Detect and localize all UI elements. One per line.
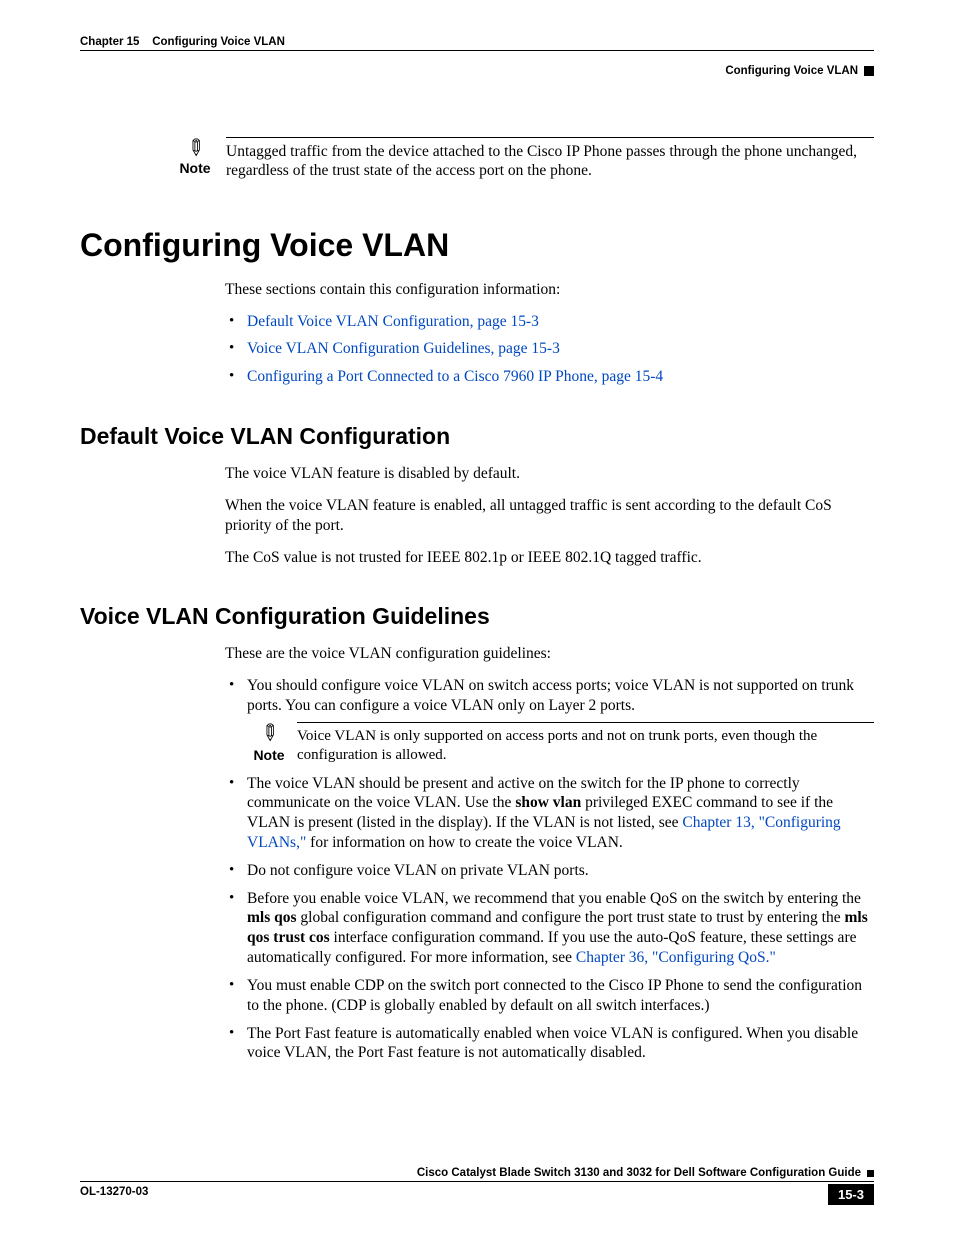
note-text: Voice VLAN is only supported on access p…	[297, 722, 874, 765]
guideline-5: You must enable CDP on the switch port c…	[247, 977, 862, 1014]
section1-p2: When the voice VLAN feature is enabled, …	[225, 496, 874, 536]
toc-item: Configuring a Port Connected to a Cisco …	[225, 367, 874, 387]
toc-link-3[interactable]: Configuring a Port Connected to a Cisco …	[247, 368, 663, 385]
guidelines-list: You should configure voice VLAN on switc…	[225, 676, 874, 1063]
toc-item: Voice VLAN Configuration Guidelines, pag…	[225, 339, 874, 359]
guideline-item: Before you enable voice VLAN, we recomme…	[225, 889, 874, 968]
guideline-4-cmd1: mls qos	[247, 909, 297, 926]
guideline-3: Do not configure voice VLAN on private V…	[247, 862, 589, 879]
header-right-row: Configuring Voice VLAN	[80, 65, 874, 77]
note-label: Note	[253, 747, 284, 763]
footer: Cisco Catalyst Blade Switch 3130 and 303…	[80, 1167, 874, 1205]
guideline-6: The Port Fast feature is automatically e…	[247, 1025, 858, 1062]
header-row: Chapter 15 Configuring Voice VLAN	[80, 36, 874, 50]
guideline-4-link[interactable]: Chapter 36, "Configuring QoS."	[576, 949, 776, 966]
guideline-1: You should configure voice VLAN on switc…	[247, 677, 854, 714]
header-rule	[80, 50, 874, 51]
chapter-title: Configuring Voice VLAN	[152, 36, 285, 48]
pencil-icon: ✎	[181, 134, 210, 163]
footer-doc-id: OL-13270-03	[80, 1186, 148, 1198]
guideline-item: The voice VLAN should be present and act…	[225, 774, 874, 853]
toc-item: Default Voice VLAN Configuration, page 1…	[225, 312, 874, 332]
guideline-item: The Port Fast feature is automatically e…	[225, 1024, 874, 1064]
section1-p3: The CoS value is not trusted for IEEE 80…	[225, 548, 874, 568]
toc-link-1[interactable]: Default Voice VLAN Configuration, page 1…	[247, 313, 539, 330]
toc-link-2[interactable]: Voice VLAN Configuration Guidelines, pag…	[247, 340, 560, 357]
note-icon-column: ✎ Note	[170, 137, 220, 178]
toc-list: Default Voice VLAN Configuration, page 1…	[225, 312, 874, 387]
guideline-4a: Before you enable voice VLAN, we recomme…	[247, 890, 861, 907]
guideline-2c: for information on how to create the voi…	[306, 834, 623, 851]
pencil-icon: ✎	[255, 719, 284, 748]
note-icon-column: ✎ Note	[247, 722, 291, 766]
chapter-label: Chapter 15	[80, 36, 139, 48]
footer-bar: OL-13270-03 15-3	[80, 1181, 874, 1205]
footer-guide-title: Cisco Catalyst Blade Switch 3130 and 303…	[417, 1167, 861, 1179]
header-left: Chapter 15 Configuring Voice VLAN	[80, 36, 285, 48]
inline-note: ✎ Note Voice VLAN is only supported on a…	[247, 722, 874, 766]
section2-intro: These are the voice VLAN configuration g…	[225, 644, 874, 664]
top-note: ✎ Note Untagged traffic from the device …	[170, 137, 874, 181]
guideline-2-cmd: show vlan	[515, 794, 581, 811]
note-label: Note	[179, 160, 210, 176]
guideline-item: You must enable CDP on the switch port c…	[225, 976, 874, 1016]
guideline-4b: global configuration command and configu…	[297, 909, 845, 926]
guideline-item: You should configure voice VLAN on switc…	[225, 676, 874, 765]
header-square-icon	[864, 66, 874, 76]
footer-square-icon	[867, 1170, 874, 1177]
guideline-item: Do not configure voice VLAN on private V…	[225, 861, 874, 881]
page-title: Configuring Voice VLAN	[80, 227, 874, 264]
section1-heading: Default Voice VLAN Configuration	[80, 423, 874, 450]
footer-page-num: 15-3	[828, 1184, 874, 1205]
header-section: Configuring Voice VLAN	[725, 65, 858, 77]
note-text: Untagged traffic from the device attache…	[226, 137, 874, 181]
section2-heading: Voice VLAN Configuration Guidelines	[80, 603, 874, 630]
section1-p1: The voice VLAN feature is disabled by de…	[225, 464, 874, 484]
footer-title-row: Cisco Catalyst Blade Switch 3130 and 303…	[80, 1167, 874, 1181]
intro-text: These sections contain this configuratio…	[225, 280, 874, 300]
